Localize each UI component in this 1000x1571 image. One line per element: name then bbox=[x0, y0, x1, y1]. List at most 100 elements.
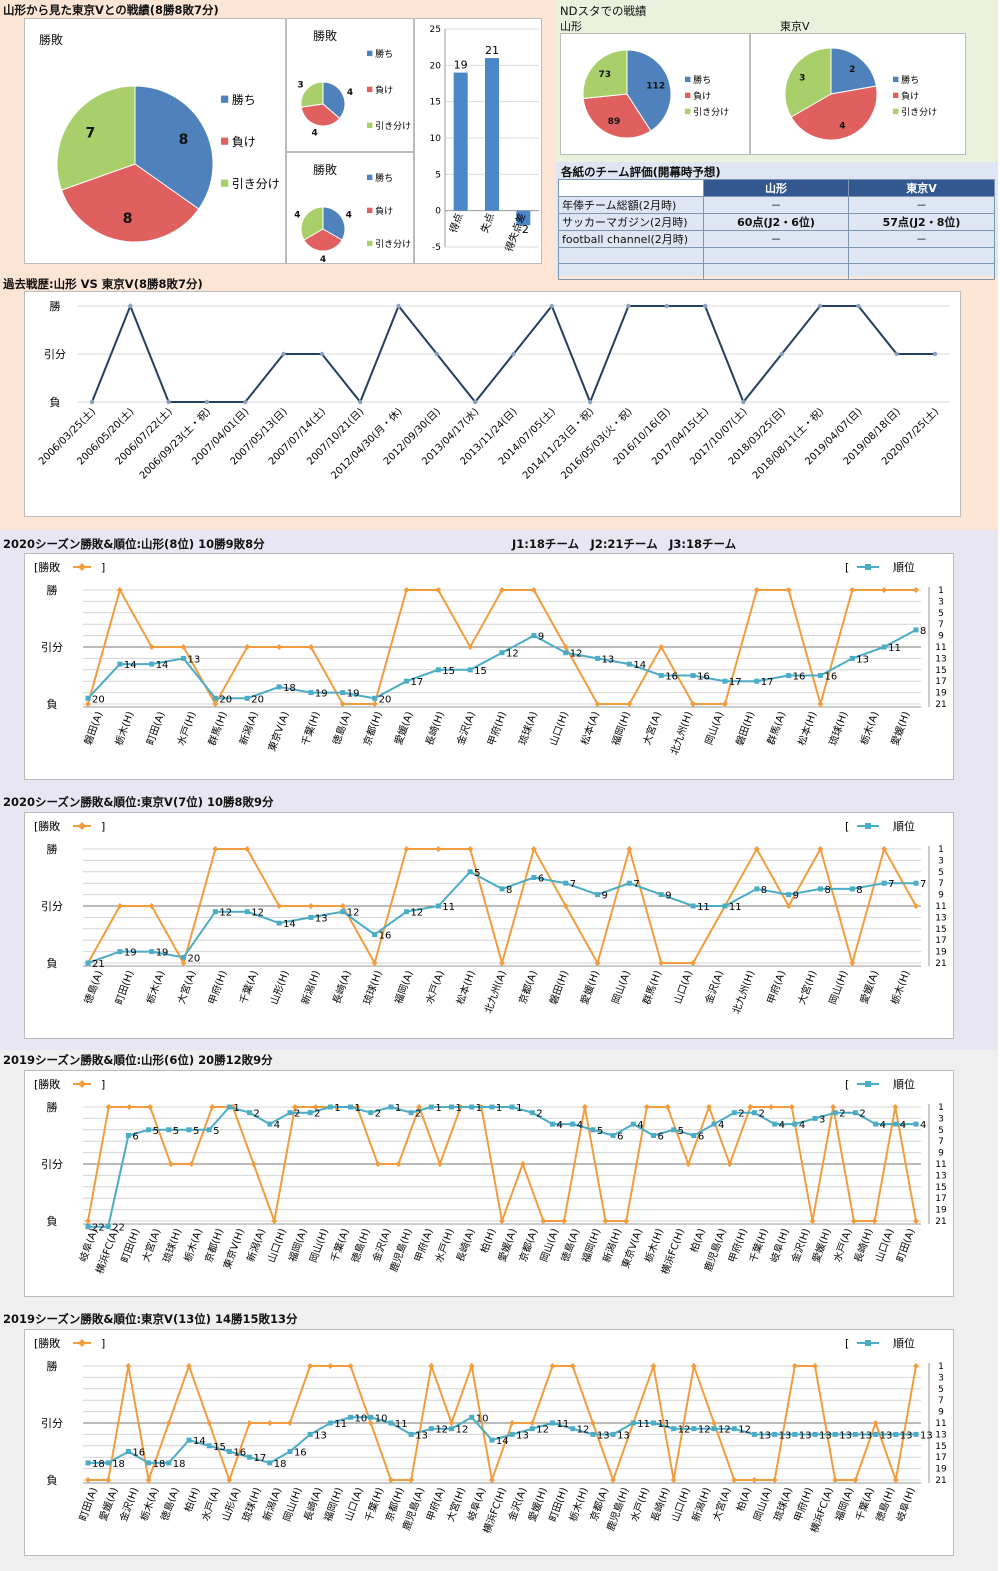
result-marker bbox=[148, 644, 155, 650]
rank-line bbox=[88, 1416, 916, 1464]
rank-marker bbox=[610, 1133, 616, 1138]
rank-tick: 17 bbox=[935, 677, 946, 687]
legend-label: 勝ち bbox=[375, 48, 393, 60]
rank-data-label: 12 bbox=[570, 649, 583, 660]
result-marker bbox=[408, 1477, 415, 1483]
rank-tick: 5 bbox=[938, 1126, 944, 1136]
evaluation-cell: 年俸チーム総額(2月時) bbox=[558, 196, 704, 214]
result-marker bbox=[706, 1104, 712, 1110]
legend-swatch bbox=[367, 207, 373, 214]
rank-data-label: 14 bbox=[193, 1436, 206, 1447]
result-marker bbox=[271, 1218, 278, 1224]
legend-result-close: ] bbox=[101, 1078, 105, 1091]
rank-marker bbox=[146, 1127, 152, 1133]
rank-marker bbox=[449, 1104, 455, 1110]
result-marker bbox=[212, 846, 219, 852]
rank-data-label: 1 bbox=[516, 1103, 522, 1114]
result-marker bbox=[367, 1420, 374, 1426]
result-marker bbox=[339, 903, 346, 909]
rank-data-label: 1 bbox=[334, 1103, 340, 1114]
rank-data-label: 18 bbox=[153, 1459, 166, 1470]
match-label: 琉球(A) bbox=[771, 1485, 795, 1522]
rank-data-label: 12 bbox=[251, 908, 264, 919]
history-point bbox=[319, 351, 325, 357]
season-title-3: 2019シーズン勝敗&順位:東京V(13位) 14勝15敗13分 bbox=[3, 1312, 298, 1326]
result-marker bbox=[125, 1363, 132, 1369]
result-marker bbox=[830, 1104, 837, 1110]
rank-data-label: 14 bbox=[496, 1436, 509, 1447]
rank-data-label: 20 bbox=[188, 953, 201, 964]
nd-title: NDスタでの戦績 bbox=[560, 4, 647, 18]
win-slice bbox=[830, 47, 877, 95]
result-marker bbox=[105, 1477, 112, 1483]
match-label: 長崎(A) bbox=[330, 968, 354, 1005]
result-marker bbox=[105, 1104, 112, 1110]
result-marker bbox=[250, 1161, 257, 1167]
rank-marker bbox=[117, 949, 123, 955]
match-label: 山口(H) bbox=[265, 1227, 288, 1264]
rank-data-label: 16 bbox=[379, 931, 392, 942]
legend-swatch bbox=[221, 137, 229, 145]
evaluation-cell bbox=[558, 247, 704, 264]
rank-tick: 13 bbox=[935, 1430, 946, 1440]
rank-marker bbox=[308, 914, 314, 920]
tick-label: 10 bbox=[430, 134, 442, 144]
match-label: 柏(H) bbox=[181, 1485, 202, 1513]
match-label: 栃木(A) bbox=[857, 709, 881, 746]
match-label: 岡山(A) bbox=[703, 710, 726, 747]
legend-result-label: [勝敗 bbox=[34, 1336, 60, 1350]
rank-tick: 21 bbox=[935, 1217, 946, 1227]
result-marker bbox=[307, 644, 314, 650]
result-marker bbox=[499, 587, 505, 593]
season-title-1: 2020シーズン勝敗&順位:東京V(7位) 10勝8敗9分 bbox=[3, 795, 274, 809]
rank-data-label: 12 bbox=[219, 908, 232, 919]
history-chart: 勝引分負2006/03/25(土)2006/05/20(土)2006/07/22… bbox=[36, 299, 950, 482]
rank-marker bbox=[327, 1420, 333, 1426]
rank-marker bbox=[873, 1431, 879, 1437]
loss-slice bbox=[60, 163, 200, 243]
match-label: 金沢(A) bbox=[702, 968, 726, 1005]
rank-data-label: 5 bbox=[193, 1126, 199, 1137]
legend-result-close: ] bbox=[101, 1337, 105, 1350]
rank-tick: 3 bbox=[938, 1373, 944, 1383]
rank-data-label: 7 bbox=[633, 879, 639, 890]
rank-tick: 9 bbox=[938, 1149, 944, 1159]
rank-marker bbox=[267, 1121, 273, 1127]
tick-label: 15 bbox=[430, 98, 441, 108]
rank-marker bbox=[247, 1110, 253, 1116]
rank-marker bbox=[913, 1431, 919, 1437]
match-label: 岐阜(A) bbox=[76, 1226, 100, 1263]
history-point bbox=[89, 399, 95, 405]
rank-data-label: 4 bbox=[637, 1120, 643, 1131]
rank-marker bbox=[570, 1426, 576, 1432]
evaluation-cell: － bbox=[703, 230, 849, 248]
rank-data-label: 2 bbox=[415, 1109, 421, 1120]
rank-tick: 19 bbox=[935, 689, 947, 699]
rank-marker bbox=[181, 954, 187, 960]
match-label: 徳島(H) bbox=[348, 1226, 372, 1264]
match-label: 長崎(H) bbox=[851, 1226, 875, 1264]
result-marker bbox=[569, 1363, 576, 1369]
match-label: 甲府(H) bbox=[205, 968, 229, 1006]
legend-swatch bbox=[367, 174, 373, 181]
rank-data-label: 18 bbox=[173, 1459, 186, 1470]
slice-label: 3 bbox=[799, 74, 805, 84]
date-label: 2016/05/03(火・祝) bbox=[558, 405, 635, 482]
rank-marker bbox=[146, 1460, 152, 1466]
evaluation-cell bbox=[848, 247, 995, 264]
rank-data-label: 17 bbox=[410, 677, 423, 688]
legend-rank-marker bbox=[865, 823, 871, 829]
rank-tick: 21 bbox=[935, 959, 946, 969]
history-point bbox=[549, 303, 555, 309]
result-marker bbox=[145, 1477, 152, 1483]
rank-marker bbox=[467, 869, 473, 875]
rank-marker bbox=[529, 1110, 535, 1116]
result-marker bbox=[771, 1477, 778, 1483]
rank-marker bbox=[754, 886, 760, 892]
rank-marker bbox=[117, 661, 123, 667]
result-label: 負 bbox=[47, 1215, 58, 1228]
result-label: 引分 bbox=[41, 1157, 63, 1171]
match-label: 甲府(A) bbox=[411, 1226, 435, 1263]
match-label: 京都(A) bbox=[516, 968, 540, 1005]
